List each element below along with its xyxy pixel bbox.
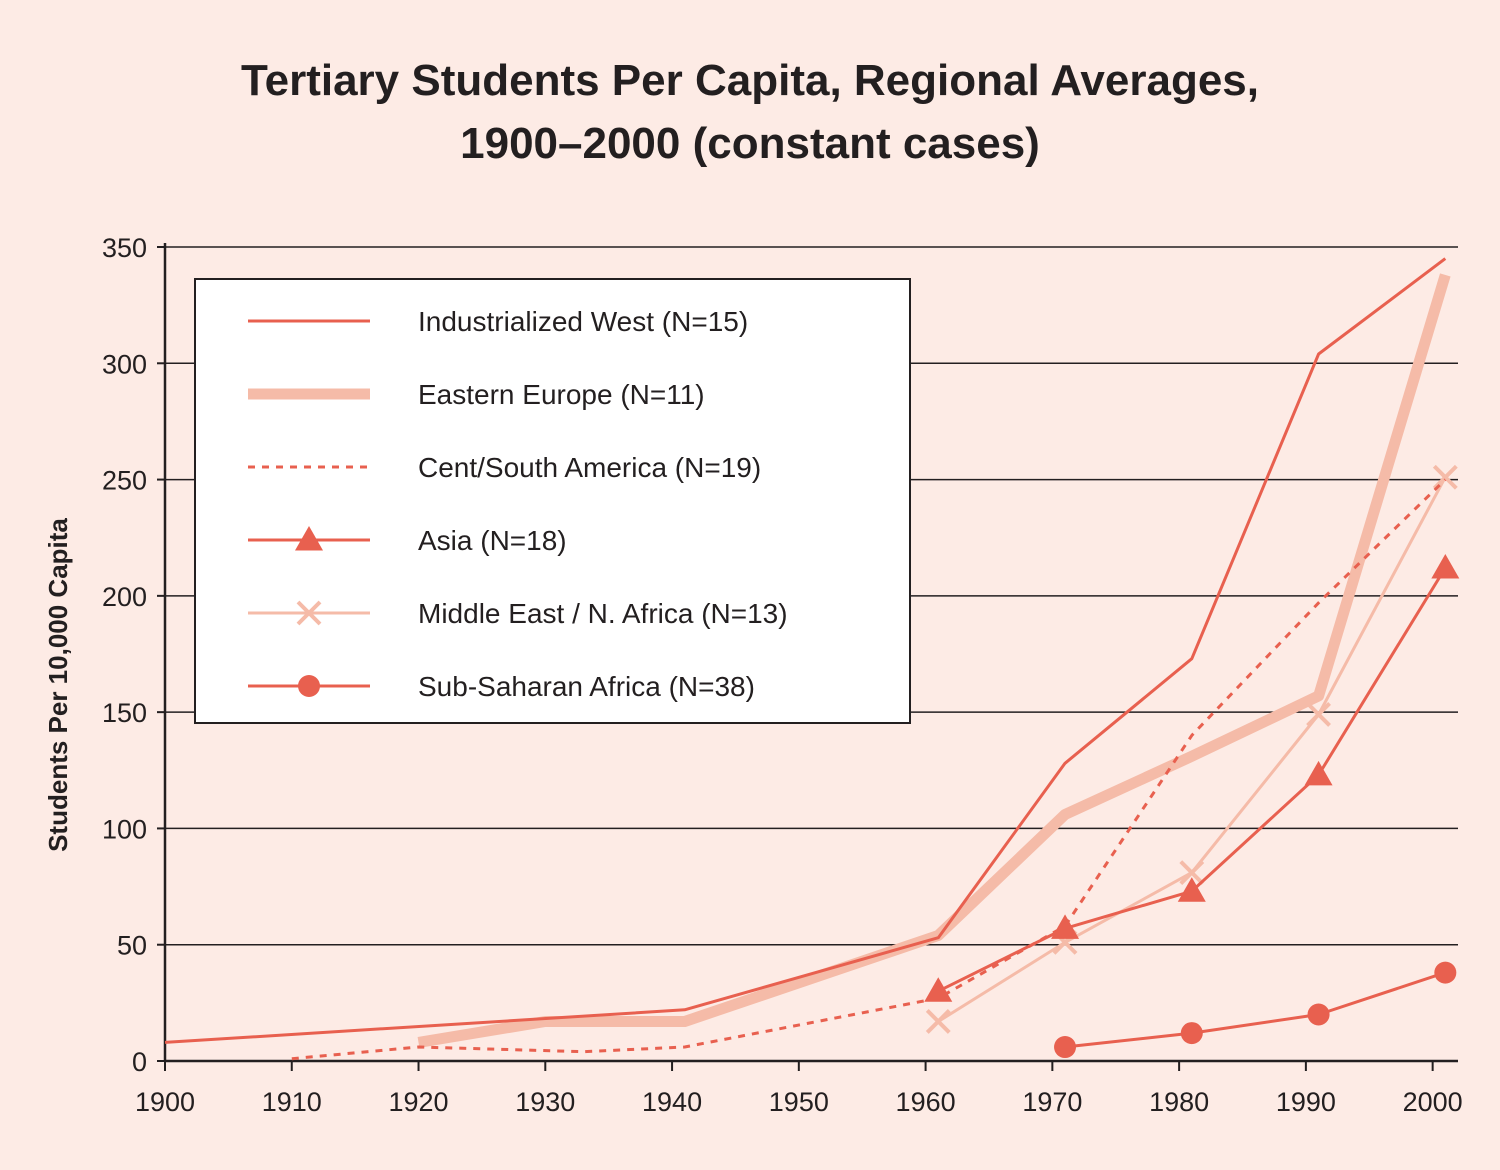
axes: 1900 1910 1920 1930 1940 1950 1960 1970 1980 1990… xyxy=(135,243,1463,1117)
series-6 xyxy=(1054,961,1457,1059)
series-line xyxy=(164,257,1447,1044)
data-point xyxy=(1054,1036,1077,1059)
data-point xyxy=(1307,1003,1330,1026)
series-line xyxy=(937,567,1447,993)
legend-box xyxy=(194,278,911,724)
x-tick-label: 1940 xyxy=(642,1087,702,1117)
legend-label: Eastern Europe (N=11) xyxy=(418,379,705,410)
legend-label: Middle East / N. Africa (N=13) xyxy=(418,598,788,629)
y-tick-label: 100 xyxy=(102,814,147,844)
data-point xyxy=(1180,1022,1203,1045)
data-point xyxy=(924,977,953,1002)
series-3 xyxy=(291,478,1447,1061)
data-point xyxy=(1431,553,1460,579)
legend-label: Asia (N=18) xyxy=(418,525,567,556)
x-tick-label: 1900 xyxy=(135,1087,195,1117)
series-1 xyxy=(164,257,1447,1044)
data-point xyxy=(1179,860,1205,886)
chart-subtitle: 1900–2000 (constant cases) xyxy=(460,119,1040,168)
legend-marker xyxy=(298,675,320,697)
legend: Industrialized West (N=15) Eastern Europe… xyxy=(194,278,911,724)
x-tick-label: 1970 xyxy=(1022,1087,1082,1117)
x-tick-label: 1950 xyxy=(769,1087,829,1117)
x-tick-label: 1980 xyxy=(1149,1087,1209,1117)
series-line xyxy=(937,476,1447,1023)
x-tick-label: 2000 xyxy=(1403,1087,1463,1117)
legend-item: Asia (N=18) xyxy=(248,525,567,556)
legend-label: Sub-Saharan Africa (N=38) xyxy=(418,671,755,702)
series-2 xyxy=(417,273,1451,1048)
y-tick-label: 50 xyxy=(117,931,147,961)
x-tick-label: 1960 xyxy=(896,1087,956,1117)
y-tick-label: 150 xyxy=(102,698,147,728)
legend-marker xyxy=(295,526,323,551)
legend-label: Industrialized West (N=15) xyxy=(418,306,748,337)
x-tick-label: 1920 xyxy=(388,1087,448,1117)
legend-item: Eastern Europe (N=11) xyxy=(248,379,705,410)
data-point xyxy=(1304,760,1333,786)
legend-label: Cent/South America (N=19) xyxy=(418,452,761,483)
legend-item: Cent/South America (N=19) xyxy=(248,452,761,483)
series-5 xyxy=(925,464,1458,1034)
data-point xyxy=(1051,914,1080,939)
legend-item: Industrialized West (N=15) xyxy=(248,306,748,337)
series-layer xyxy=(164,257,1460,1061)
data-point xyxy=(1434,961,1457,984)
data-point xyxy=(925,1009,951,1034)
y-tick-label: 0 xyxy=(132,1047,147,1077)
y-tick-label: 200 xyxy=(102,582,147,612)
legend-marker xyxy=(296,600,322,626)
data-point xyxy=(1432,464,1458,490)
data-point xyxy=(1306,702,1331,727)
series-line xyxy=(291,478,1447,1061)
x-tick-label: 1910 xyxy=(262,1087,322,1117)
chart-title: Tertiary Students Per Capita, Regional A… xyxy=(241,56,1259,105)
y-tick-label: 300 xyxy=(102,349,147,379)
series-line xyxy=(1064,971,1446,1049)
series-line xyxy=(417,273,1451,1048)
x-tick-label: 1990 xyxy=(1276,1087,1336,1117)
y-tick-label: 350 xyxy=(102,233,147,263)
series-4 xyxy=(924,553,1460,1002)
y-tick-label: 250 xyxy=(102,466,147,496)
legend-item: Middle East / N. Africa (N=13) xyxy=(248,598,788,629)
x-tick-label: 1930 xyxy=(515,1087,575,1117)
legend-item: Sub-Saharan Africa (N=38) xyxy=(248,671,755,702)
data-point xyxy=(1177,877,1206,902)
y-axis-title: Students Per 10,000 Capita xyxy=(43,518,73,852)
